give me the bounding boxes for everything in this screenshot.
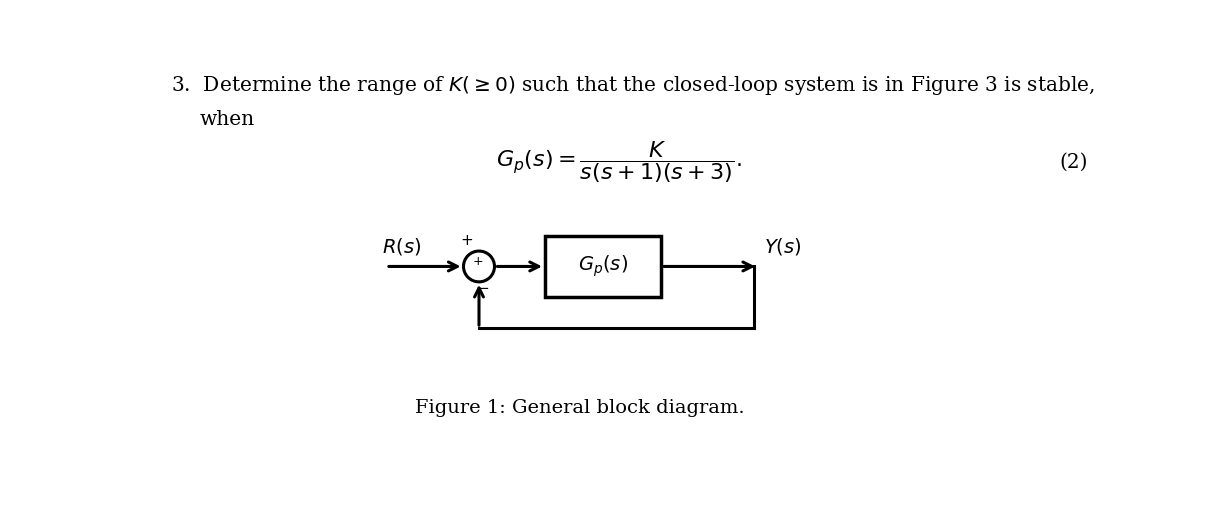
Text: $Y(s)$: $Y(s)$ bbox=[764, 236, 802, 257]
Text: $+$: $+$ bbox=[460, 234, 473, 248]
Text: $-$: $-$ bbox=[476, 280, 490, 294]
Text: $G_p(s)$: $G_p(s)$ bbox=[578, 254, 628, 279]
Text: (2): (2) bbox=[1059, 153, 1087, 172]
Bar bbox=[545, 236, 661, 297]
Text: 3.  Determine the range of $K(\geq 0)$ such that the closed-loop system is in Fi: 3. Determine the range of $K(\geq 0)$ su… bbox=[171, 74, 1094, 97]
Text: $R(s)$: $R(s)$ bbox=[382, 236, 421, 257]
Text: $+$: $+$ bbox=[472, 255, 483, 268]
Text: Figure 1: General block diagram.: Figure 1: General block diagram. bbox=[415, 399, 744, 417]
Text: $G_p(s) = \dfrac{K}{s(s+1)(s+3)}.$: $G_p(s) = \dfrac{K}{s(s+1)(s+3)}.$ bbox=[496, 139, 742, 185]
Text: when: when bbox=[200, 110, 255, 129]
